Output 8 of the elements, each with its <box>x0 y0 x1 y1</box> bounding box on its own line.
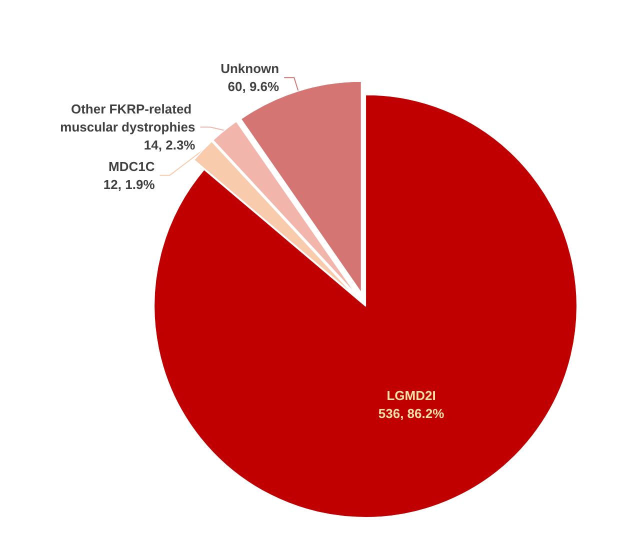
data-label: 14, 2.3% <box>144 138 196 153</box>
slice-label: Unknown <box>220 61 280 76</box>
slice-label: LGMD2I <box>386 388 436 404</box>
data-label: 536, 86.2% <box>378 406 445 422</box>
data-label: 12, 1.9% <box>103 176 156 192</box>
slice-label: Other FKRP-related muscular dystrophies <box>60 102 196 135</box>
slice-label: MDC1C <box>108 158 156 174</box>
data-label: 60, 9.6% <box>228 79 280 94</box>
